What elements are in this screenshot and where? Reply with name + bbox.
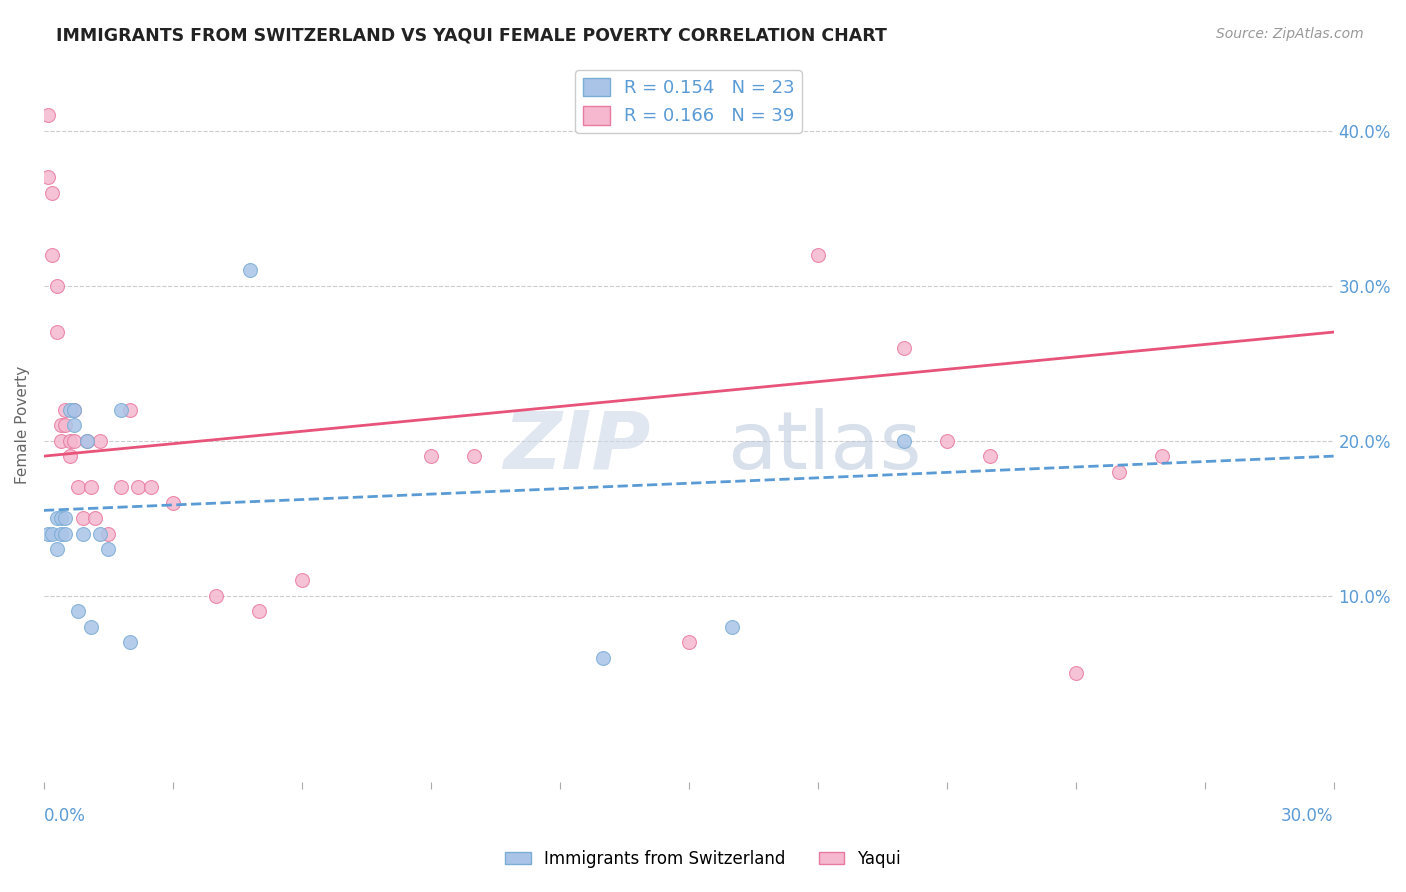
Point (89, 434, 111, 448)
Point (55, 418, 77, 433)
Point (41, 186, 63, 200)
Point (84, 511, 107, 525)
Text: 0.0%: 0.0% (44, 807, 86, 825)
Point (49, 418, 72, 433)
Point (110, 402, 132, 417)
Point (118, 635, 141, 649)
Point (80, 620, 103, 634)
Point (141, 480, 163, 494)
Point (67, 604, 90, 618)
Point (49, 434, 72, 448)
Point (67, 480, 90, 494)
Point (63, 402, 86, 417)
Point (935, 434, 957, 448)
Point (59, 449, 82, 463)
Point (893, 341, 915, 355)
Point (463, 449, 485, 463)
Text: 30.0%: 30.0% (1281, 807, 1334, 825)
Point (63, 402, 86, 417)
Point (97, 542, 120, 557)
Point (55, 511, 77, 525)
Point (807, 247, 830, 261)
Point (1064, 666, 1087, 681)
Point (41, 526, 63, 541)
Point (49, 526, 72, 541)
Point (162, 495, 184, 509)
Text: atlas: atlas (727, 408, 922, 485)
Text: ZIP: ZIP (503, 408, 650, 485)
Point (127, 480, 149, 494)
Point (291, 573, 314, 587)
Point (97, 526, 120, 541)
Point (118, 402, 141, 417)
Point (76, 434, 98, 448)
Legend: Immigrants from Switzerland, Yaqui: Immigrants from Switzerland, Yaqui (499, 844, 907, 875)
Point (41, 247, 63, 261)
Point (80, 480, 103, 494)
Legend: R = 0.154   N = 23, R = 0.166   N = 39: R = 0.154 N = 23, R = 0.166 N = 39 (575, 70, 801, 133)
Point (72, 526, 94, 541)
Point (55, 526, 77, 541)
Y-axis label: Female Poverty: Female Poverty (15, 366, 30, 484)
Point (45, 325, 67, 339)
Text: IMMIGRANTS FROM SWITZERLAND VS YAQUI FEMALE POVERTY CORRELATION CHART: IMMIGRANTS FROM SWITZERLAND VS YAQUI FEM… (56, 27, 887, 45)
Point (247, 604, 270, 618)
Point (1150, 449, 1173, 463)
Point (72, 511, 94, 525)
Point (59, 434, 82, 448)
Point (205, 589, 228, 603)
Point (239, 263, 262, 277)
Point (76, 434, 98, 448)
Point (59, 402, 82, 417)
Point (110, 480, 132, 494)
Point (419, 449, 441, 463)
Point (63, 434, 86, 448)
Point (45, 511, 67, 525)
Point (1108, 465, 1130, 479)
Point (678, 635, 700, 649)
Point (37, 526, 59, 541)
Point (720, 620, 742, 634)
Point (37, 169, 59, 184)
Point (893, 434, 915, 448)
Point (979, 449, 1001, 463)
Text: Source: ZipAtlas.com: Source: ZipAtlas.com (1216, 27, 1364, 41)
Point (63, 418, 86, 433)
Point (37, 108, 59, 122)
Point (592, 650, 614, 665)
Point (89, 526, 111, 541)
Point (45, 278, 67, 293)
Point (45, 542, 67, 557)
Point (49, 511, 72, 525)
Point (55, 402, 77, 417)
